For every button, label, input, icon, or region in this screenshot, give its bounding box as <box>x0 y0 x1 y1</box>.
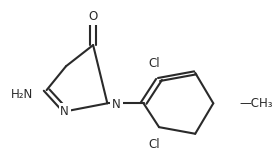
Text: N: N <box>60 105 69 118</box>
Text: Cl: Cl <box>148 138 160 151</box>
Text: H₂N: H₂N <box>11 88 33 101</box>
Text: O: O <box>88 10 98 23</box>
Text: Cl: Cl <box>148 57 160 70</box>
Text: —CH₃: —CH₃ <box>239 97 273 110</box>
Text: N: N <box>112 98 121 111</box>
